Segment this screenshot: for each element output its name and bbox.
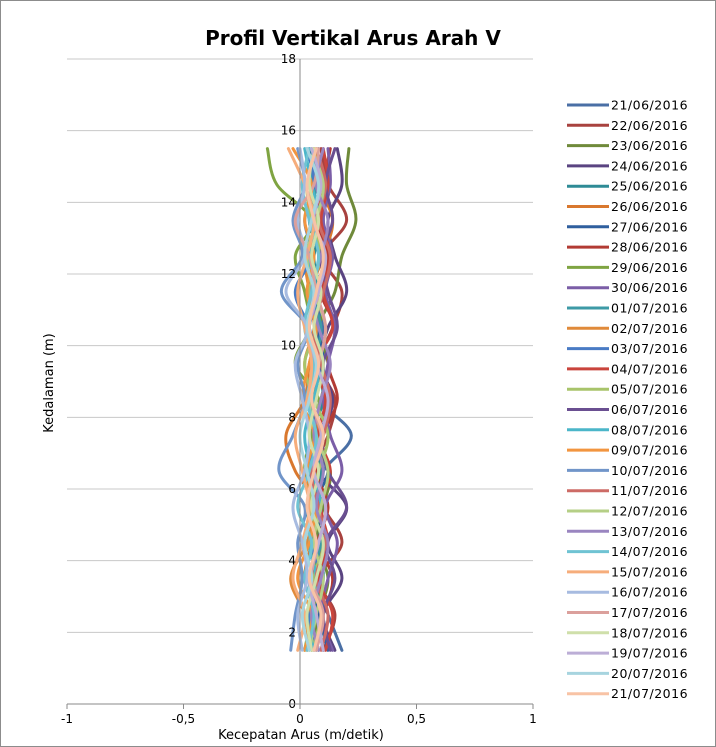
legend-label: 11/07/2016 [611,483,688,498]
legend-label: 18/07/2016 [611,625,688,640]
legend-label: 13/07/2016 [611,524,688,539]
y-tick-label: 12 [281,267,296,281]
legend-label: 14/07/2016 [611,544,688,559]
legend-label: 04/07/2016 [611,361,688,376]
y-axis-title: Kedalaman (m) [42,333,57,432]
legend-label: 22/06/2016 [611,118,688,133]
legend-label: 02/07/2016 [611,321,688,336]
y-tick-label: 16 [281,124,296,138]
y-tick-label: 2 [288,625,296,639]
y-tick-label: 4 [288,554,296,568]
legend-label: 25/06/2016 [611,179,688,194]
legend-label: 26/06/2016 [611,199,688,214]
legend-label: 12/07/2016 [611,504,688,519]
legend-label: 03/07/2016 [611,341,688,356]
legend-label: 16/07/2016 [611,585,688,600]
series-line [305,147,325,652]
series-line [286,147,316,652]
legend-label: 27/06/2016 [611,219,688,234]
series-lines [265,147,358,652]
x-tick-label: -0,5 [172,712,195,726]
y-tick-label: 8 [288,410,296,424]
y-tick-label: 10 [281,339,296,353]
legend-label: 08/07/2016 [611,422,688,437]
legend-label: 29/06/2016 [611,260,688,275]
series-line [277,147,309,652]
legend-label: 23/06/2016 [611,138,688,153]
legend-label: 30/06/2016 [611,280,688,295]
legend-label: 19/07/2016 [611,646,688,661]
legend-label: 10/07/2016 [611,463,688,478]
x-tick-label: 0,5 [407,712,426,726]
chart-title: Profil Vertikal Arus Arah V [205,26,501,50]
x-tick-label: 0 [296,712,304,726]
x-tick-label: -1 [61,712,73,726]
y-tick-label: 6 [288,482,296,496]
legend: 21/06/2016 22/06/2016 23/06/2016 24/06/2016… [567,98,688,701]
legend-label: 05/07/2016 [611,382,688,397]
y-tick-label: 18 [281,52,296,66]
series-line [312,147,339,652]
legend-label: 15/07/2016 [611,564,688,579]
series-line [310,147,332,652]
legend-label: 21/07/2016 [611,686,688,701]
legend-label: 09/07/2016 [611,443,688,458]
legend-label: 24/06/2016 [611,158,688,173]
legend-label: 01/07/2016 [611,301,688,316]
legend-label: 28/06/2016 [611,240,688,255]
legend-label: 20/07/2016 [611,666,688,681]
legend-label: 17/07/2016 [611,605,688,620]
x-axis-title: Kecepatan Arus (m/detik) [218,728,384,743]
x-tick-label: 1 [529,712,537,726]
legend-label: 06/07/2016 [611,402,688,417]
y-tick-label: 14 [281,195,296,209]
legend-label: 21/06/2016 [611,98,688,113]
